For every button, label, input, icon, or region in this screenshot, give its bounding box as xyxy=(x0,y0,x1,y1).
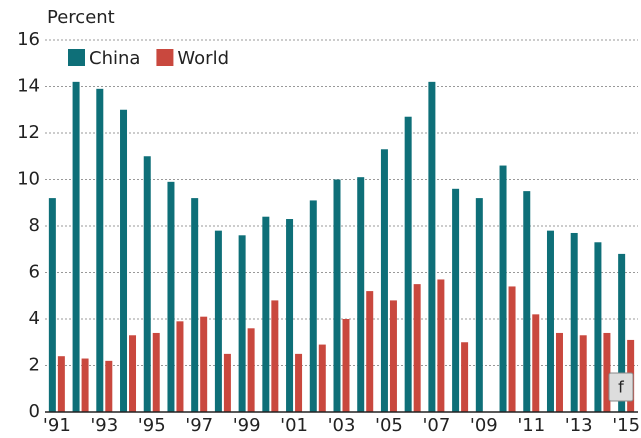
bar xyxy=(508,286,516,412)
bar xyxy=(81,358,89,412)
legend-label: China xyxy=(89,48,140,69)
bar xyxy=(262,216,270,412)
share-box[interactable] xyxy=(608,372,634,402)
legend-label: World xyxy=(177,48,229,69)
y-tick-label: 6 xyxy=(29,262,40,283)
bar xyxy=(152,332,160,412)
bar xyxy=(167,181,175,412)
x-tick-label: '95 xyxy=(138,415,166,436)
bar xyxy=(318,344,326,412)
legend-swatch xyxy=(68,49,85,66)
x-tick-label: '11 xyxy=(517,415,545,436)
bar xyxy=(461,342,469,412)
bar xyxy=(342,319,350,412)
bar xyxy=(357,177,365,412)
bar xyxy=(404,116,412,412)
bar xyxy=(72,81,80,412)
bar xyxy=(214,230,222,412)
bar xyxy=(523,191,531,412)
bar xyxy=(594,242,602,412)
bar xyxy=(143,156,151,412)
bar xyxy=(380,149,388,412)
y-tick-label: 12 xyxy=(17,122,40,143)
bar xyxy=(413,284,421,412)
x-tick-label: '13 xyxy=(565,415,593,436)
bar xyxy=(603,332,611,412)
x-tick-label: '15 xyxy=(612,415,640,436)
bar xyxy=(57,356,65,412)
y-tick-label: 0 xyxy=(29,401,40,422)
y-tick-label: 4 xyxy=(29,308,40,329)
bar xyxy=(333,179,341,412)
bar xyxy=(452,188,460,412)
bar xyxy=(295,353,303,412)
bar xyxy=(428,81,436,412)
bar xyxy=(105,360,113,412)
y-tick-label: 2 xyxy=(29,355,40,376)
bar xyxy=(532,314,540,412)
x-tick-label: '07 xyxy=(422,415,450,436)
bar xyxy=(555,332,563,412)
x-tick-label: '09 xyxy=(470,415,498,436)
bar xyxy=(96,88,104,412)
bar xyxy=(200,316,208,412)
bar xyxy=(437,279,445,412)
bar xyxy=(271,300,279,412)
x-tick-label: '97 xyxy=(185,415,213,436)
bar xyxy=(129,335,137,412)
bar xyxy=(309,200,317,412)
bar xyxy=(475,198,483,412)
x-tick-label: '99 xyxy=(233,415,261,436)
bar xyxy=(579,335,587,412)
bar xyxy=(546,230,554,412)
x-tick-label: '91 xyxy=(43,415,71,436)
bar xyxy=(247,328,255,412)
share-label[interactable]: f xyxy=(618,378,624,397)
y-tick-label: 14 xyxy=(17,76,40,97)
x-tick-label: '03 xyxy=(328,415,356,436)
bar xyxy=(176,321,184,412)
bar xyxy=(389,300,397,412)
x-tick-label: '05 xyxy=(375,415,403,436)
y-axis-label: Percent xyxy=(47,7,115,28)
x-tick-label: '93 xyxy=(90,415,118,436)
y-tick-label: 16 xyxy=(17,29,40,50)
bar xyxy=(286,219,294,412)
bar xyxy=(238,235,246,412)
y-tick-label: 10 xyxy=(17,169,40,190)
bar xyxy=(366,291,374,412)
bar xyxy=(499,165,507,412)
share-button[interactable]: f xyxy=(608,372,634,402)
bar xyxy=(120,109,128,412)
bar xyxy=(618,253,626,412)
bar xyxy=(48,198,56,412)
x-tick-label: '01 xyxy=(280,415,308,436)
bar xyxy=(191,198,199,412)
y-tick-label: 8 xyxy=(29,215,40,236)
bar xyxy=(223,353,231,412)
legend-swatch xyxy=(156,49,174,66)
bar xyxy=(570,232,578,412)
